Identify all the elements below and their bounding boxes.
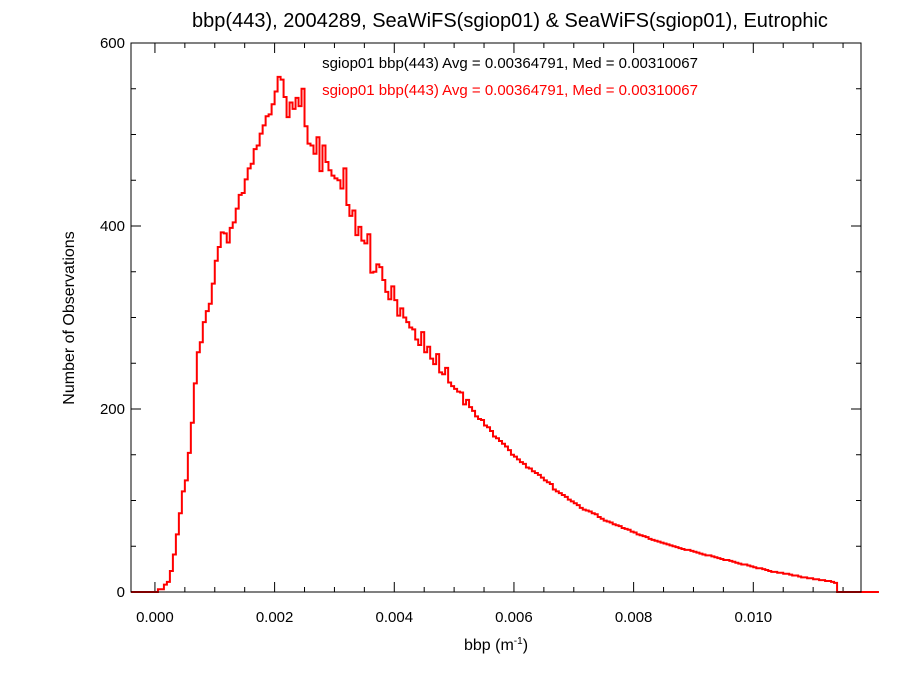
chart-title: bbp(443), 2004289, SeaWiFS(sgiop01) & Se…: [192, 10, 828, 32]
y-tick-label: 400: [100, 218, 125, 235]
annotation-red: sgiop01 bbp(443) Avg = 0.00364791, Med =…: [322, 82, 698, 99]
x-tick-label: 0.002: [256, 609, 294, 626]
axis-ticks: 0.000 0.002 0.004 0.006 0.008 0.010 0 200 400 600: [100, 35, 861, 626]
x-tick-label: 0.010: [735, 609, 773, 626]
y-tick-label: 200: [100, 401, 125, 418]
x-axis-label-tail: ): [523, 637, 528, 654]
histogram-series: [131, 75, 879, 593]
y-tick-label: 600: [100, 35, 125, 52]
annotation-black: sgiop01 bbp(443) Avg = 0.00364791, Med =…: [322, 55, 698, 72]
x-axis-label-sup: -1: [514, 636, 523, 647]
x-tick-label: 0.000: [136, 609, 174, 626]
x-tick-label: 0.006: [495, 609, 533, 626]
plot-frame: [130, 42, 862, 593]
x-tick-label: 0.008: [615, 609, 653, 626]
x-axis-label: bbp (m-1): [464, 636, 528, 654]
x-tick-label: 0.004: [376, 609, 414, 626]
y-axis-label: Number of Observations: [61, 231, 78, 404]
x-axis-label-base: bbp (m: [464, 637, 514, 654]
y-tick-label: 0: [117, 584, 125, 601]
